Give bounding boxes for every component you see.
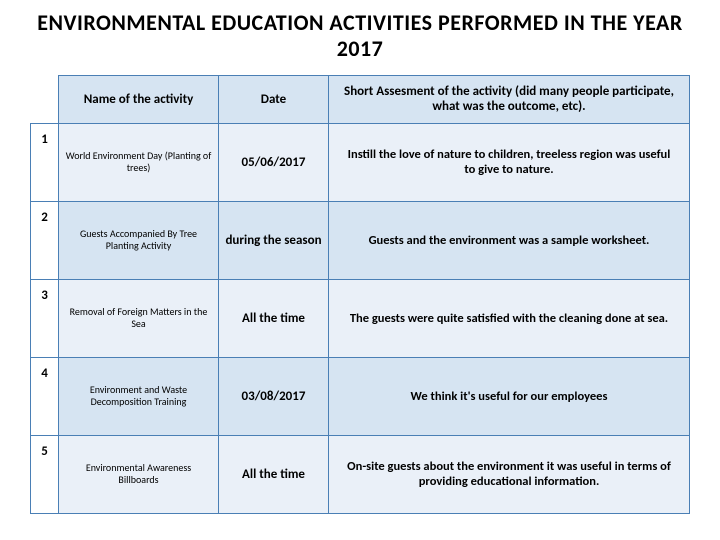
table-row: 5Environmental Awareness BillboardsAll t… bbox=[31, 435, 690, 513]
activity-date: All the time bbox=[219, 279, 329, 357]
page-title: ENVIRONMENTAL EDUCATION ACTIVITIES PERFO… bbox=[30, 10, 690, 63]
row-number: 5 bbox=[31, 435, 59, 513]
activity-assessment: The guests were quite satisfied with the… bbox=[329, 279, 690, 357]
row-number: 2 bbox=[31, 201, 59, 279]
col-header-num bbox=[31, 75, 59, 123]
row-number: 1 bbox=[31, 123, 59, 201]
activity-assessment: On-site guests about the environment it … bbox=[329, 435, 690, 513]
table-row: 4Environment and Waste Decomposition Tra… bbox=[31, 357, 690, 435]
activity-assessment: Instill the love of nature to children, … bbox=[329, 123, 690, 201]
activity-date: 03/08/2017 bbox=[219, 357, 329, 435]
activity-date: during the season bbox=[219, 201, 329, 279]
col-header-date: Date bbox=[219, 75, 329, 123]
activity-name: Environment and Waste Decomposition Trai… bbox=[59, 357, 219, 435]
activity-assessment: We think it's useful for our employees bbox=[329, 357, 690, 435]
activity-name: World Environment Day (Planting of trees… bbox=[59, 123, 219, 201]
activity-date: 05/06/2017 bbox=[219, 123, 329, 201]
activity-name: Guests Accompanied By Tree Planting Acti… bbox=[59, 201, 219, 279]
activity-name: Environmental Awareness Billboards bbox=[59, 435, 219, 513]
activity-date: All the time bbox=[219, 435, 329, 513]
activity-name: Removal of Foreign Matters in the Sea bbox=[59, 279, 219, 357]
col-header-name: Name of the activity bbox=[59, 75, 219, 123]
activity-assessment: Guests and the environment was a sample … bbox=[329, 201, 690, 279]
row-number: 3 bbox=[31, 279, 59, 357]
table-header-row: Name of the activity Date Short Assesmen… bbox=[31, 75, 690, 123]
col-header-assessment: Short Assesment of the activity (did man… bbox=[329, 75, 690, 123]
row-number: 4 bbox=[31, 357, 59, 435]
table-row: 2Guests Accompanied By Tree Planting Act… bbox=[31, 201, 690, 279]
activities-table: Name of the activity Date Short Assesmen… bbox=[30, 75, 690, 514]
table-row: 1World Environment Day (Planting of tree… bbox=[31, 123, 690, 201]
table-row: 3Removal of Foreign Matters in the SeaAl… bbox=[31, 279, 690, 357]
